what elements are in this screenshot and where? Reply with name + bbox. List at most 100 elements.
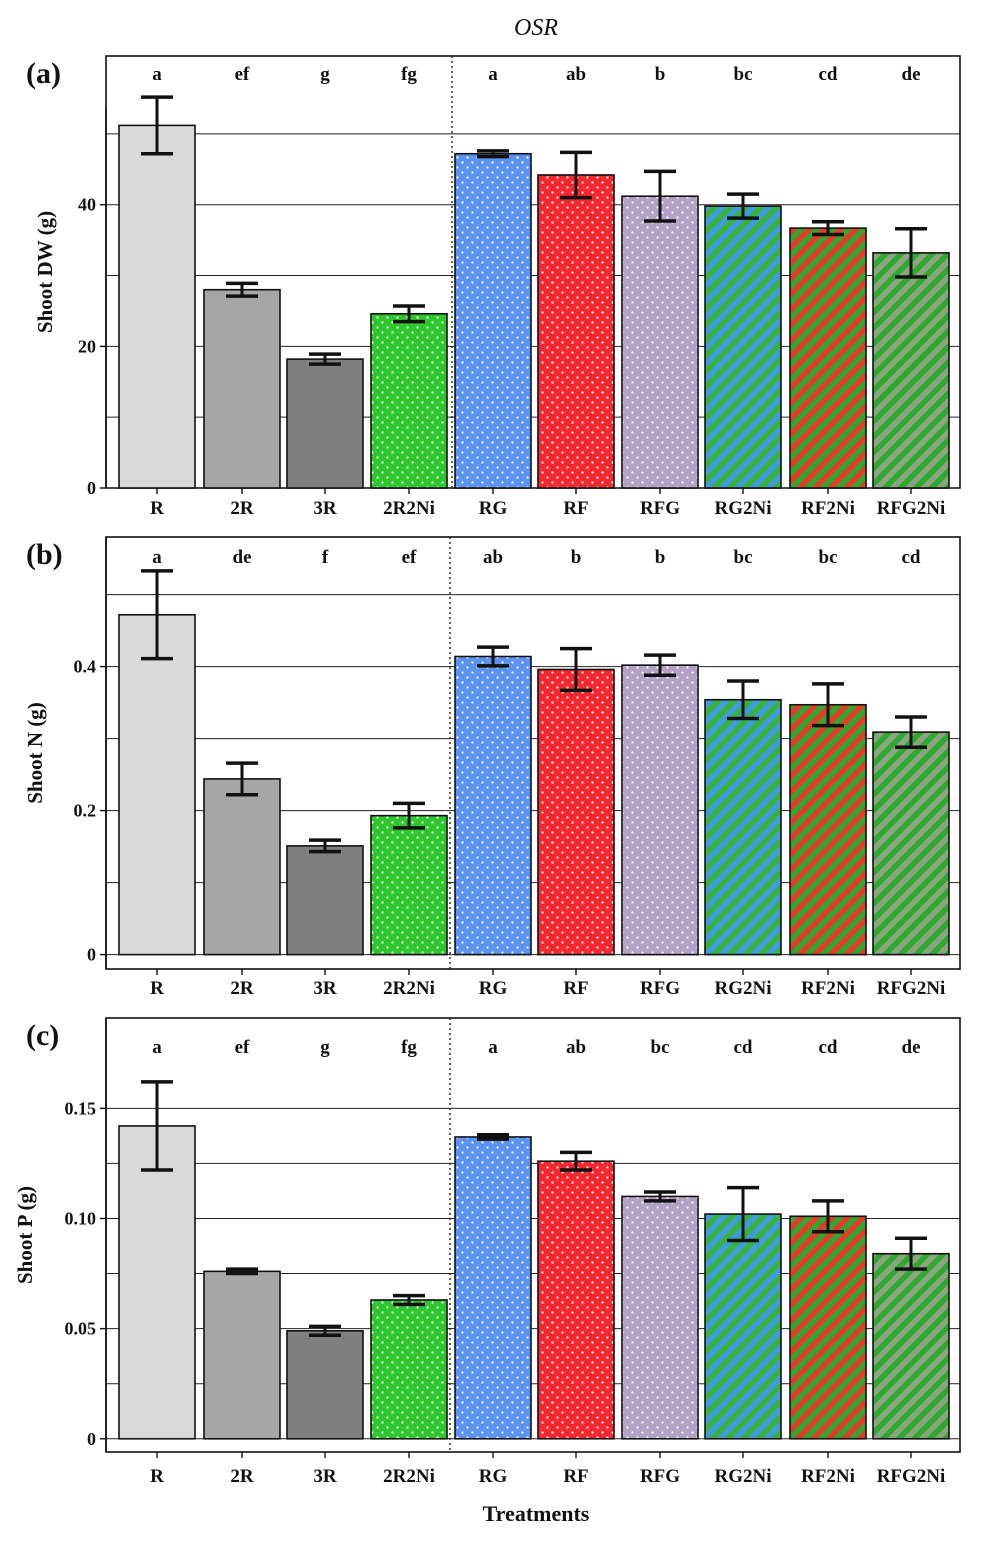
error-bar-RG2Ni xyxy=(727,192,759,220)
bar-RG xyxy=(454,655,532,956)
significance-letter: a xyxy=(152,64,162,85)
error-bar-2R xyxy=(226,281,258,298)
significance-letter: fg xyxy=(401,1037,417,1058)
error-bar-RF2Ni xyxy=(812,682,844,728)
category-label: RFG xyxy=(640,498,680,519)
bar-2R2Ni xyxy=(370,312,448,489)
bar-RF2Ni xyxy=(789,227,867,489)
y-tick-label: 40 xyxy=(78,195,96,215)
category-label: 2R xyxy=(230,978,254,999)
category-label: 2R xyxy=(230,498,254,519)
error-bar-RG2Ni xyxy=(727,1185,759,1243)
y-tick-label: 0.10 xyxy=(65,1208,97,1228)
category-label: 2R2Ni xyxy=(383,498,435,519)
bar-RFG xyxy=(621,195,699,489)
bar-RFG2Ni xyxy=(872,731,950,956)
bar-3R xyxy=(286,1330,364,1440)
category-label: 2R2Ni xyxy=(383,1466,435,1487)
significance-letter: bc xyxy=(651,1037,670,1058)
category-label: 3R xyxy=(313,978,337,999)
y-axis-label: Shoot DW (g) xyxy=(33,211,57,333)
significance-letter: de xyxy=(902,1037,921,1058)
y-tick-label: 0.4 xyxy=(74,657,97,677)
error-bar-RFG2Ni xyxy=(895,1236,927,1271)
significance-letter: fg xyxy=(401,64,417,85)
category-label: RG xyxy=(479,1466,508,1487)
error-bar-3R xyxy=(309,352,341,366)
category-label: R xyxy=(150,978,164,999)
significance-letter: a xyxy=(488,1037,498,1058)
bar-RF2Ni xyxy=(789,1215,867,1440)
bar-RF2Ni xyxy=(789,703,867,956)
bar-RG2Ni xyxy=(704,1213,782,1440)
significance-letter: g xyxy=(320,1037,330,1058)
category-label: R xyxy=(150,498,164,519)
category-label: RG2Ni xyxy=(715,1466,772,1487)
bar-2R2Ni xyxy=(370,1299,448,1440)
significance-letter: ab xyxy=(483,547,503,568)
y-tick-label: 0 xyxy=(87,478,96,498)
bar-RFG2Ni xyxy=(872,1252,950,1440)
category-label: RFG2Ni xyxy=(877,978,946,999)
error-bar-RFG xyxy=(644,169,676,223)
bar-2R xyxy=(203,1270,281,1440)
significance-letter: cd xyxy=(902,547,921,568)
error-bar-RFG xyxy=(644,653,676,677)
significance-letter: cd xyxy=(819,64,838,85)
bar-RF xyxy=(537,668,615,956)
category-label: 2R2Ni xyxy=(383,978,435,999)
error-bar-RFG2Ni xyxy=(895,227,927,279)
error-bar-RF xyxy=(560,646,592,693)
significance-letter: de xyxy=(233,547,252,568)
y-axis-label: Shoot P (g) xyxy=(13,1186,37,1284)
category-label: RF2Ni xyxy=(801,978,855,999)
error-bar-RF xyxy=(560,150,592,200)
significance-letter: b xyxy=(655,64,666,85)
error-bar-RG xyxy=(477,149,509,159)
category-label: 3R xyxy=(313,498,337,519)
bar-RG2Ni xyxy=(704,698,782,956)
bar-RF xyxy=(537,174,615,489)
significance-letter: f xyxy=(322,547,329,568)
error-bar-RFG2Ni xyxy=(895,715,927,749)
bar-3R xyxy=(286,845,364,956)
panel-label: (b) xyxy=(26,538,63,571)
bar-3R xyxy=(286,358,364,489)
significance-letter: de xyxy=(902,64,921,85)
bar-RFG xyxy=(621,1195,699,1440)
bar-RFG xyxy=(621,664,699,956)
bar-2R xyxy=(203,778,281,956)
error-bar-2R xyxy=(226,1267,258,1276)
category-label: 3R xyxy=(313,1466,337,1487)
category-label: RF xyxy=(563,1466,588,1487)
bar-2R2Ni xyxy=(370,814,448,956)
bar-RF xyxy=(537,1160,615,1440)
significance-letter: bc xyxy=(734,547,753,568)
error-bar-R xyxy=(141,1080,173,1172)
bar-R xyxy=(118,1125,196,1440)
category-label: RF xyxy=(563,978,588,999)
error-bar-RF xyxy=(560,1150,592,1172)
bar-R xyxy=(118,613,196,956)
y-tick-label: 0 xyxy=(87,1429,96,1449)
category-label: 2R xyxy=(230,1466,254,1487)
error-bar-R xyxy=(141,569,173,661)
category-label: RFG2Ni xyxy=(877,498,946,519)
category-label: R xyxy=(150,1466,164,1487)
y-axis-label: Shoot N (g) xyxy=(23,702,47,804)
significance-letter: cd xyxy=(819,1037,838,1058)
error-bar-RF2Ni xyxy=(812,219,844,237)
error-bar-2R2Ni xyxy=(393,801,425,830)
bar-R xyxy=(118,124,196,489)
category-label: RFG2Ni xyxy=(877,1466,946,1487)
bar-RG xyxy=(454,152,532,489)
significance-letter: g xyxy=(320,64,330,85)
significance-letter: ef xyxy=(235,64,250,85)
chart-panel-1: 0 0.2 0.4 a Rde 2R f 3R ef 2R2Ni ab RG b RF b RFG bc RG2N… xyxy=(23,536,961,999)
significance-letter: ef xyxy=(235,1037,250,1058)
category-label: RF xyxy=(563,498,588,519)
y-tick-label: 0.05 xyxy=(65,1319,97,1339)
category-label: RG2Ni xyxy=(715,978,772,999)
significance-letter: b xyxy=(571,547,582,568)
